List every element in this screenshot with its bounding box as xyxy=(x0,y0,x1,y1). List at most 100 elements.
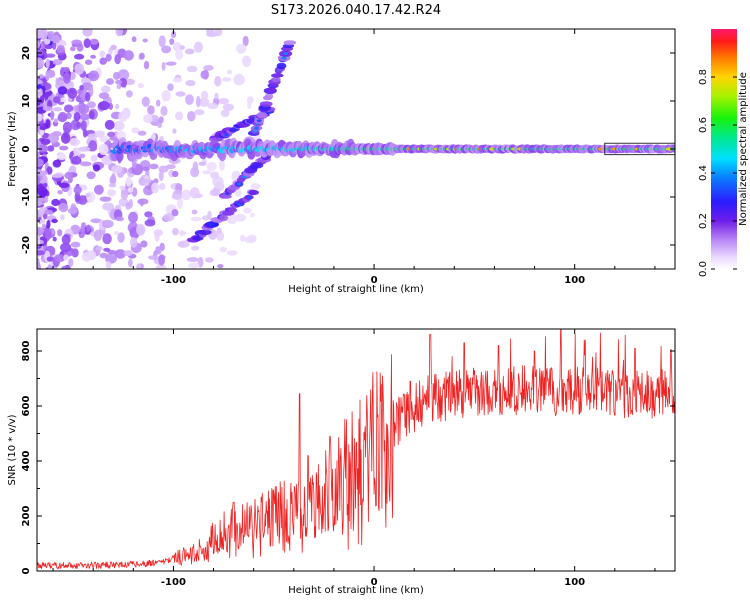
spectrogram-blob xyxy=(119,185,126,191)
spectrogram-blob xyxy=(113,71,120,80)
spectrogram-blob xyxy=(235,213,246,222)
spectrogram-blob xyxy=(250,212,255,218)
spectrogram-blob xyxy=(198,229,212,235)
spectrogram-blob xyxy=(115,29,123,37)
spectrogram-blob xyxy=(158,254,165,266)
spectrogram-blob xyxy=(52,236,57,242)
spectrogram-x-axis-label: Height of straight line (km) xyxy=(288,284,424,295)
spectrogram-blob xyxy=(76,43,84,52)
spectrogram-blob xyxy=(99,252,109,259)
spectrogram-blob xyxy=(51,218,58,224)
colorbar-tick-label: 0.4 xyxy=(698,165,709,181)
spectrogram-blob xyxy=(206,29,214,36)
spectrogram-blob xyxy=(99,50,106,58)
spectrogram-blob xyxy=(161,61,166,71)
y-tick-label: -20 xyxy=(21,236,32,254)
spectrogram-blob xyxy=(80,224,85,235)
spectrogram-blob xyxy=(87,133,98,140)
spectrogram-blob xyxy=(85,193,91,197)
y-tick-label: 0 xyxy=(21,567,32,574)
spectrogram-blob xyxy=(175,91,186,97)
spectrogram-blob xyxy=(106,78,114,85)
spectrogram-blob xyxy=(195,95,201,108)
spectrogram-blob xyxy=(37,226,45,236)
spectrogram-blob xyxy=(73,112,81,122)
spectrogram-blob xyxy=(233,73,245,86)
spectrogram-blob xyxy=(202,69,210,80)
spectrogram-blob xyxy=(43,213,48,220)
spectrogram-blob xyxy=(151,182,160,194)
spectrogram-blob xyxy=(185,94,194,105)
spectrogram-blob xyxy=(74,191,81,202)
spectrogram-blob xyxy=(46,166,53,175)
spectrogram-blob xyxy=(137,83,144,89)
y-tick-label: 10 xyxy=(21,94,32,108)
spectrogram-blob xyxy=(63,72,71,84)
spectrogram-blob xyxy=(37,40,41,49)
spectrogram-blob xyxy=(57,229,63,237)
spectrogram-blob xyxy=(114,249,126,259)
spectrogram-blob xyxy=(220,109,230,118)
spectrogram-blob xyxy=(79,153,86,159)
spectrogram-blob xyxy=(155,264,167,269)
snr-series-line xyxy=(37,329,675,570)
spectrogram-blob xyxy=(114,54,121,65)
spectrogram-blob xyxy=(80,120,87,132)
spectrogram-blob xyxy=(52,107,63,112)
spectrogram-blob xyxy=(68,138,81,147)
spectrogram-blob xyxy=(116,83,122,90)
spectrogram-blob xyxy=(90,218,102,224)
spectrogram-blob xyxy=(37,170,48,176)
spectrogram-blob xyxy=(236,182,242,186)
spectrogram-blob xyxy=(57,190,63,195)
snr-plot-area xyxy=(37,329,675,570)
spectrogram-blob xyxy=(246,195,252,199)
spectrogram-blob xyxy=(103,247,111,252)
spectrogram-blob xyxy=(171,209,179,217)
spectrogram-blob xyxy=(58,97,67,103)
spectrogram-blob xyxy=(137,198,149,205)
spectrogram-blob xyxy=(264,93,274,100)
spectrogram-blob xyxy=(128,211,138,224)
spectrogram-blob xyxy=(254,126,259,130)
spectrogram-blob xyxy=(118,111,128,122)
colorbar-tick-label: 0.6 xyxy=(698,117,709,133)
spectrogram-blob xyxy=(59,145,69,151)
spectrogram-blob xyxy=(125,202,131,207)
spectrogram-blob xyxy=(283,52,289,56)
colorbar-tick-label: 0.2 xyxy=(698,213,709,229)
spectrogram-image xyxy=(37,29,675,269)
spectrogram-blob xyxy=(131,127,140,134)
spectrogram-blob xyxy=(57,86,68,95)
spectrogram-blob xyxy=(47,132,60,144)
spectrogram-blob xyxy=(78,146,91,152)
spectrogram-blob xyxy=(221,77,232,82)
spectrogram-blob xyxy=(161,90,171,102)
spectrogram-blob xyxy=(42,106,53,111)
spectrogram-blob xyxy=(98,92,110,99)
y-tick-label: 200 xyxy=(21,506,32,527)
spectrogram-blob xyxy=(71,156,82,165)
spectrogram-blob xyxy=(69,165,77,174)
spectrogram-blob xyxy=(226,250,238,256)
spectrogram-blob xyxy=(185,80,196,87)
spectrogram-blob xyxy=(39,29,48,40)
colorbar-tick-label: 0.8 xyxy=(698,69,709,85)
y-tick-label: 20 xyxy=(21,46,32,60)
spectrogram-blob xyxy=(60,214,65,221)
spectrogram-blob xyxy=(189,187,200,199)
spectrogram-blob xyxy=(51,34,61,44)
spectrogram-blob xyxy=(149,163,159,170)
spectrogram-blob xyxy=(160,106,168,116)
spectrogram-blob xyxy=(37,235,41,247)
spectrogram-blob xyxy=(81,222,86,227)
spectrogram-blob xyxy=(51,198,60,207)
spectrogram-blob xyxy=(144,219,156,227)
spectrogram-blob xyxy=(89,38,99,45)
spectrogram-blob xyxy=(38,219,46,224)
spectrogram-blob xyxy=(37,57,44,68)
spectrogram-blob xyxy=(37,113,43,122)
spectrogram-blob xyxy=(37,262,41,269)
